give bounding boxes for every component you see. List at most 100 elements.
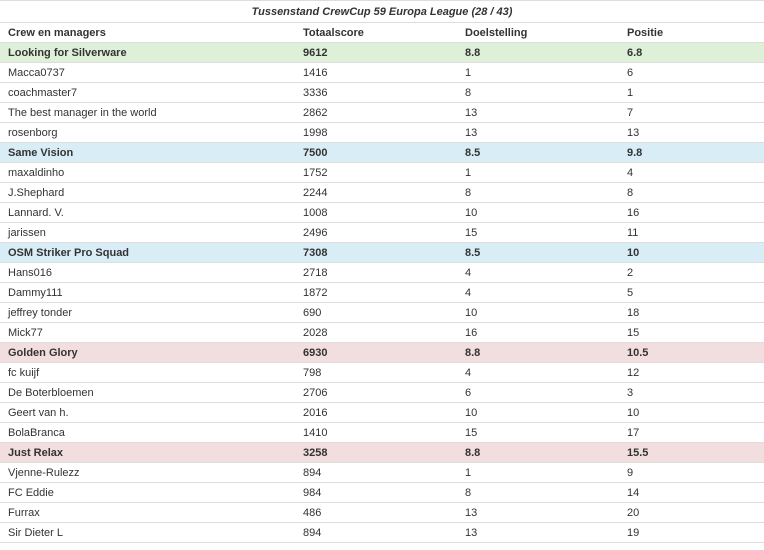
- column-header-totaalscore: Totaalscore: [295, 22, 457, 43]
- cell-crew-name: Golden Glory: [0, 342, 295, 363]
- table-row: Hans016 2718 4 2: [0, 262, 764, 283]
- cell-totaalscore: 7308: [295, 242, 457, 263]
- cell-doelstelling: 8.8: [457, 42, 619, 63]
- cell-totaalscore: 2496: [295, 222, 457, 243]
- cell-doelstelling: 13: [457, 102, 619, 123]
- standings-head: Tussenstand CrewCup 59 Europa League (28…: [0, 0, 764, 43]
- cell-totaalscore: 7500: [295, 142, 457, 163]
- cell-crew-name: Furrax: [0, 502, 295, 523]
- cell-positie: 15: [619, 322, 764, 343]
- cell-positie: 19: [619, 522, 764, 543]
- cell-doelstelling: 8.5: [457, 242, 619, 263]
- table-header-row: Crew en managers Totaalscore Doelstellin…: [0, 22, 764, 43]
- cell-crew-name: The best manager in the world: [0, 102, 295, 123]
- cell-doelstelling: 8: [457, 482, 619, 503]
- cell-doelstelling: 8.8: [457, 342, 619, 363]
- cell-positie: 10: [619, 402, 764, 423]
- table-row: FC Eddie 984 8 14: [0, 482, 764, 503]
- cell-positie: 9.8: [619, 142, 764, 163]
- cell-totaalscore: 1416: [295, 62, 457, 83]
- cell-crew-name: fc kuijf: [0, 362, 295, 383]
- cell-positie: 16: [619, 202, 764, 223]
- cell-positie: 3: [619, 382, 764, 403]
- table-row: Sir Dieter L 894 13 19: [0, 522, 764, 543]
- cell-totaalscore: 1998: [295, 122, 457, 143]
- cell-crew-name: jeffrey tonder: [0, 302, 295, 323]
- cell-doelstelling: 4: [457, 282, 619, 303]
- cell-totaalscore: 486: [295, 502, 457, 523]
- cell-positie: 2: [619, 262, 764, 283]
- table-row: De Boterbloemen 2706 6 3: [0, 382, 764, 403]
- cell-crew-name: BolaBranca: [0, 422, 295, 443]
- cell-totaalscore: 894: [295, 462, 457, 483]
- cell-positie: 6.8: [619, 42, 764, 63]
- table-row-crew: OSM Striker Pro Squad 7308 8.5 10: [0, 242, 764, 263]
- cell-totaalscore: 1008: [295, 202, 457, 223]
- cell-positie: 18: [619, 302, 764, 323]
- cell-crew-name: Sir Dieter L: [0, 522, 295, 543]
- cell-doelstelling: 4: [457, 262, 619, 283]
- cell-crew-name: Macca0737: [0, 62, 295, 83]
- table-row: Mick77 2028 16 15: [0, 322, 764, 343]
- cell-doelstelling: 6: [457, 382, 619, 403]
- cell-crew-name: Hans016: [0, 262, 295, 283]
- cell-totaalscore: 1410: [295, 422, 457, 443]
- cell-doelstelling: 1: [457, 162, 619, 183]
- standings-body: Looking for Silverware 9612 8.8 6.8 Macc…: [0, 42, 764, 543]
- cell-doelstelling: 10: [457, 202, 619, 223]
- table-row: rosenborg 1998 13 13: [0, 122, 764, 143]
- cell-doelstelling: 1: [457, 62, 619, 83]
- cell-totaalscore: 2016: [295, 402, 457, 423]
- cell-positie: 13: [619, 122, 764, 143]
- cell-positie: 10.5: [619, 342, 764, 363]
- cell-totaalscore: 6930: [295, 342, 457, 363]
- column-header-doelstelling: Doelstelling: [457, 22, 619, 43]
- cell-totaalscore: 984: [295, 482, 457, 503]
- table-row-crew: Same Vision 7500 8.5 9.8: [0, 142, 764, 163]
- cell-positie: 1: [619, 82, 764, 103]
- cell-doelstelling: 13: [457, 502, 619, 523]
- cell-totaalscore: 3258: [295, 442, 457, 463]
- table-row-crew: Golden Glory 6930 8.8 10.5: [0, 342, 764, 363]
- table-row: jeffrey tonder 690 10 18: [0, 302, 764, 323]
- table-row: coachmaster7 3336 8 1: [0, 82, 764, 103]
- cell-positie: 11: [619, 222, 764, 243]
- cell-crew-name: Mick77: [0, 322, 295, 343]
- cell-doelstelling: 10: [457, 302, 619, 323]
- table-row-crew: Just Relax 3258 8.8 15.5: [0, 442, 764, 463]
- cell-crew-name: Geert van h.: [0, 402, 295, 423]
- column-header-crew: Crew en managers: [0, 22, 295, 43]
- cell-crew-name: Lannard. V.: [0, 202, 295, 223]
- cell-doelstelling: 8.8: [457, 442, 619, 463]
- table-row: Furrax 486 13 20: [0, 502, 764, 523]
- cell-doelstelling: 1: [457, 462, 619, 483]
- table-row: BolaBranca 1410 15 17: [0, 422, 764, 443]
- table-row: Vjenne-Rulezz 894 1 9: [0, 462, 764, 483]
- cell-totaalscore: 9612: [295, 42, 457, 63]
- cell-crew-name: Same Vision: [0, 142, 295, 163]
- cell-doelstelling: 13: [457, 522, 619, 543]
- cell-crew-name: Just Relax: [0, 442, 295, 463]
- table-row: Macca0737 1416 1 6: [0, 62, 764, 83]
- table-row: maxaldinho 1752 1 4: [0, 162, 764, 183]
- cell-crew-name: Dammy111: [0, 282, 295, 303]
- cell-totaalscore: 3336: [295, 82, 457, 103]
- cell-positie: 5: [619, 282, 764, 303]
- cell-positie: 6: [619, 62, 764, 83]
- cell-positie: 7: [619, 102, 764, 123]
- table-row: Geert van h. 2016 10 10: [0, 402, 764, 423]
- table-row-crew: Looking for Silverware 9612 8.8 6.8: [0, 42, 764, 63]
- cell-positie: 15.5: [619, 442, 764, 463]
- cell-doelstelling: 13: [457, 122, 619, 143]
- cell-totaalscore: 2028: [295, 322, 457, 343]
- cell-crew-name: De Boterbloemen: [0, 382, 295, 403]
- cell-crew-name: coachmaster7: [0, 82, 295, 103]
- cell-doelstelling: 8: [457, 82, 619, 103]
- cell-doelstelling: 10: [457, 402, 619, 423]
- cell-totaalscore: 894: [295, 522, 457, 543]
- cell-crew-name: rosenborg: [0, 122, 295, 143]
- cell-crew-name: jarissen: [0, 222, 295, 243]
- cell-crew-name: FC Eddie: [0, 482, 295, 503]
